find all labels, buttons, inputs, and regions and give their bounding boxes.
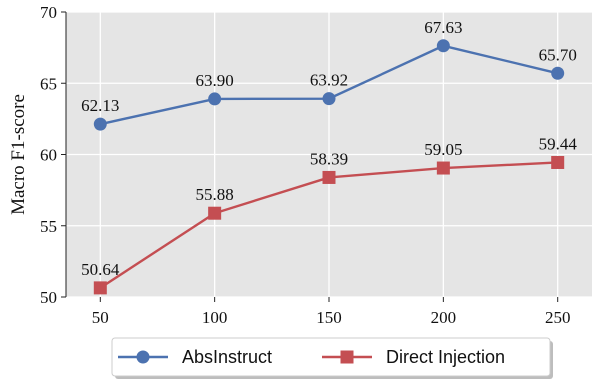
- data-label-direct-injection: 59.05: [424, 140, 462, 159]
- x-tick-label: 250: [545, 308, 571, 327]
- legend-label-direct-injection: Direct Injection: [386, 347, 505, 367]
- point-absinstruct: [322, 92, 336, 106]
- y-tick-label: 55: [40, 217, 57, 236]
- point-direct-injection: [208, 206, 222, 220]
- point-absinstruct: [436, 39, 450, 53]
- point-absinstruct: [208, 92, 222, 106]
- point-absinstruct: [551, 66, 565, 80]
- data-label-absinstruct: 63.90: [196, 71, 234, 90]
- y-tick-label: 65: [40, 74, 57, 93]
- data-label-absinstruct: 65.70: [539, 45, 577, 64]
- x-tick-label: 100: [202, 308, 228, 327]
- legend-label-absinstruct: AbsInstruct: [182, 347, 272, 367]
- x-tick-label: 50: [92, 308, 109, 327]
- data-label-absinstruct: 67.63: [424, 18, 462, 37]
- y-tick-label: 50: [40, 288, 57, 307]
- data-label-absinstruct: 62.13: [81, 96, 119, 115]
- x-tick-label: 200: [431, 308, 457, 327]
- data-label-direct-injection: 58.39: [310, 149, 348, 168]
- y-axis-label: Macro F1-score: [8, 94, 29, 215]
- legend-marker-direct-injection: [340, 350, 354, 364]
- point-direct-injection: [436, 161, 450, 175]
- data-label-absinstruct: 63.92: [310, 71, 348, 90]
- data-label-direct-injection: 55.88: [196, 185, 234, 204]
- point-direct-injection: [93, 281, 107, 295]
- y-tick-label: 60: [40, 146, 57, 165]
- data-labels-layer: 62.13 63.90 63.92 67.63 65.70 50.64 55.88 58.39…: [81, 18, 577, 279]
- x-tick-label: 150: [316, 308, 342, 327]
- series-layer: [93, 39, 565, 295]
- grid-lines: [66, 11, 592, 298]
- point-absinstruct: [93, 117, 107, 131]
- point-direct-injection: [322, 170, 336, 184]
- data-label-direct-injection: 50.64: [81, 260, 120, 279]
- legend: AbsInstruct Direct Injection: [111, 337, 553, 379]
- legend-marker-absinstruct: [136, 350, 150, 364]
- data-label-direct-injection: 59.44: [539, 134, 578, 153]
- y-tick-label: 70: [40, 3, 57, 22]
- point-direct-injection: [551, 155, 565, 169]
- axes: 50 55 60 65 70 50 100 150 200 250: [40, 3, 570, 327]
